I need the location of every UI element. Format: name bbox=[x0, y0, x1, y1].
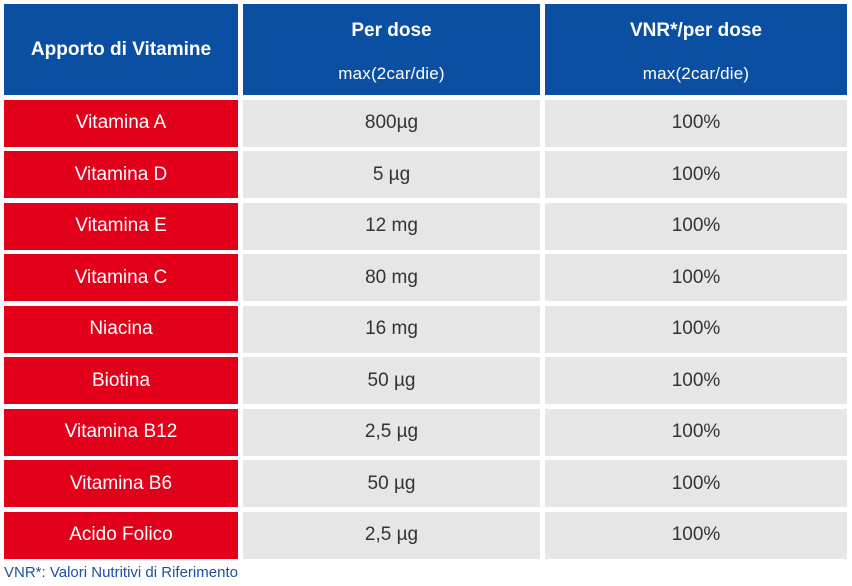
vnr-value-cell: 100% bbox=[545, 357, 847, 404]
vnr-value-cell: 100% bbox=[545, 99, 847, 147]
dose-value-cell: 2,5 µg bbox=[243, 511, 540, 559]
header-vitamin-name: Apporto di Vitamine bbox=[4, 4, 238, 95]
header-vitamin-name-label: Apporto di Vitamine bbox=[30, 38, 212, 60]
vnr-value-cell: 100% bbox=[545, 254, 847, 301]
vnr-value-cell: 100% bbox=[545, 202, 847, 250]
vitamin-name-cell: Acido Folico bbox=[4, 511, 238, 559]
dose-value-cell: 50 µg bbox=[243, 460, 540, 507]
vitamin-table: Apporto di Vitamine Per dose max(2car/di… bbox=[4, 4, 847, 559]
dose-value-cell: 5 µg bbox=[243, 151, 540, 198]
dose-value-cell: 16 mg bbox=[243, 305, 540, 353]
vitamin-name-cell: Vitamina C bbox=[4, 254, 238, 301]
vitamin-name-cell: Vitamina E bbox=[4, 202, 238, 250]
vnr-value-cell: 100% bbox=[545, 408, 847, 456]
vitamin-name-cell: Vitamina D bbox=[4, 151, 238, 198]
dose-value-cell: 50 µg bbox=[243, 357, 540, 404]
header-vnr-label: VNR*/per dose bbox=[630, 19, 762, 41]
vitamin-name-cell: Vitamina A bbox=[4, 99, 238, 147]
header-per-dose: Per dose max(2car/die) bbox=[243, 4, 540, 95]
dose-value-cell: 12 mg bbox=[243, 202, 540, 250]
vnr-footnote: VNR*: Valori Nutritivi di Riferimento bbox=[4, 564, 238, 581]
vnr-value-cell: 100% bbox=[545, 305, 847, 353]
vitamin-name-cell: Vitamina B12 bbox=[4, 408, 238, 456]
vnr-value-cell: 100% bbox=[545, 151, 847, 198]
vnr-value-cell: 100% bbox=[545, 460, 847, 507]
header-per-dose-sublabel: max(2car/die) bbox=[338, 63, 445, 83]
vitamin-name-cell: Vitamina B6 bbox=[4, 460, 238, 507]
dose-value-cell: 80 mg bbox=[243, 254, 540, 301]
vnr-value-cell: 100% bbox=[545, 511, 847, 559]
dose-value-cell: 2,5 µg bbox=[243, 408, 540, 456]
vitamin-name-cell: Niacina bbox=[4, 305, 238, 353]
header-per-dose-label: Per dose bbox=[351, 19, 432, 41]
vitamin-name-cell: Biotina bbox=[4, 357, 238, 404]
header-vnr-sublabel: max(2car/die) bbox=[642, 63, 750, 83]
header-vnr: VNR*/per dose max(2car/die) bbox=[545, 4, 847, 95]
dose-value-cell: 800µg bbox=[243, 99, 540, 147]
